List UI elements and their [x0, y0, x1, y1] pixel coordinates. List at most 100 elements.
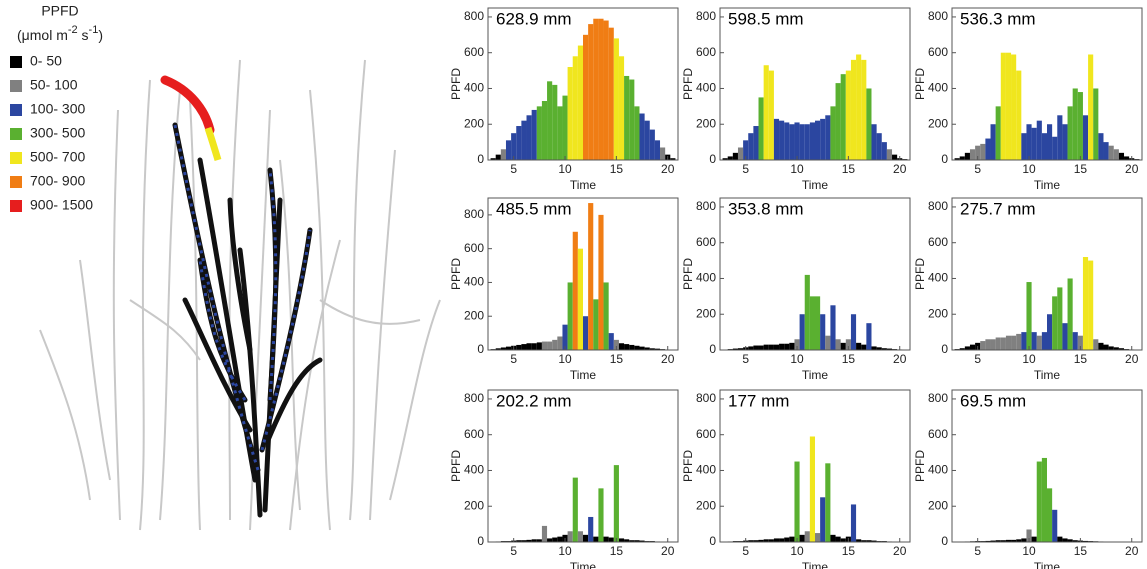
bar [881, 348, 887, 350]
bar [768, 539, 774, 542]
bar [562, 324, 568, 350]
y-tick-label: 600 [464, 241, 484, 255]
bar [598, 18, 604, 160]
panel-annotation: 275.7 mm [960, 199, 1036, 218]
bar [850, 504, 857, 542]
x-tick-label: 10 [790, 544, 804, 558]
panel-annotation: 69.5 mm [960, 391, 1026, 410]
bar [866, 323, 872, 350]
bar [799, 314, 805, 350]
bar [737, 348, 744, 350]
y-tick-label: 0 [477, 534, 484, 548]
bar [876, 133, 882, 160]
bar [495, 154, 501, 160]
x-tick-label: 5 [742, 352, 749, 366]
bar [516, 540, 522, 542]
unit-part: s [78, 27, 89, 43]
bar [784, 122, 790, 160]
x-tick-label: 5 [742, 162, 749, 176]
bar [1103, 142, 1109, 160]
x-tick-label: 15 [1074, 162, 1088, 176]
bar [1118, 348, 1125, 350]
panel-annotation: 536.3 mm [960, 9, 1036, 28]
legend-swatch [10, 176, 22, 188]
x-axis-label: Time [570, 560, 597, 569]
bar [748, 540, 754, 542]
bar [1113, 347, 1119, 350]
bar [886, 348, 893, 350]
legend-label: 0- 50 [30, 53, 62, 69]
chart: 0 200 400 600 800 5 10 15 20 Time PPFD 485.5 mm [449, 197, 679, 382]
x-axis-label: Time [1034, 560, 1061, 569]
bar [1052, 296, 1058, 350]
bar [639, 346, 645, 350]
bar [526, 115, 532, 160]
bar [768, 70, 774, 160]
bar [1052, 136, 1058, 160]
bar [624, 539, 630, 542]
bar [1062, 124, 1068, 160]
y-tick-label: 200 [696, 306, 716, 320]
bar [809, 436, 815, 542]
bar [748, 133, 754, 160]
legend-swatch [10, 56, 22, 68]
bar [995, 540, 1001, 542]
bar [1005, 539, 1012, 542]
bar [1000, 540, 1006, 542]
x-tick-label: 20 [1125, 544, 1139, 558]
unit-part: -1 [89, 24, 99, 36]
bar [629, 344, 635, 350]
bar [583, 34, 589, 160]
x-tick-label: 10 [1022, 544, 1036, 558]
bar [959, 156, 965, 160]
bar [871, 346, 877, 350]
bar [639, 113, 645, 160]
bar [1124, 156, 1130, 160]
y-tick-label: 600 [928, 427, 948, 441]
x-tick-label: 15 [842, 544, 856, 558]
x-tick-label: 20 [661, 162, 675, 176]
bar [583, 316, 589, 350]
bar [1021, 332, 1027, 350]
bar [608, 537, 614, 542]
bar [1067, 106, 1073, 160]
plot-frame [951, 197, 1143, 351]
bar [541, 525, 548, 542]
bar [1026, 124, 1032, 160]
leaf-tip [160, 75, 215, 135]
y-tick-label: 400 [928, 463, 948, 477]
y-tick-label: 600 [928, 235, 948, 249]
bar [1016, 539, 1022, 542]
bar [850, 59, 857, 160]
bar [825, 115, 831, 160]
bar [670, 158, 676, 160]
bar [866, 88, 872, 160]
bar [1088, 260, 1094, 350]
y-tick-label: 0 [941, 152, 948, 166]
x-tick-label: 20 [893, 352, 907, 366]
bar [779, 538, 785, 542]
panel-annotation: 202.2 mm [496, 391, 572, 410]
bar [1031, 536, 1037, 542]
y-tick-label: 600 [464, 45, 484, 59]
bar [737, 147, 744, 160]
bar [840, 342, 846, 350]
bar [1093, 88, 1099, 160]
y-tick-label: 0 [709, 342, 716, 356]
bar [871, 540, 877, 542]
bar [830, 534, 836, 542]
x-tick-label: 20 [893, 544, 907, 558]
panel-annotation: 628.9 mm [496, 9, 572, 28]
bar [500, 347, 506, 350]
bar [773, 344, 780, 350]
bar [954, 158, 960, 160]
bar [969, 149, 976, 160]
bar [552, 84, 558, 160]
chart: 0 200 400 600 800 5 10 15 20 Time PPFD 202.2 mm [449, 389, 679, 569]
bar [969, 344, 976, 350]
bar [990, 124, 996, 160]
plot-frame [487, 7, 679, 161]
bar [815, 533, 821, 542]
bar [1031, 127, 1037, 160]
panel-annotation: 485.5 mm [496, 199, 572, 218]
